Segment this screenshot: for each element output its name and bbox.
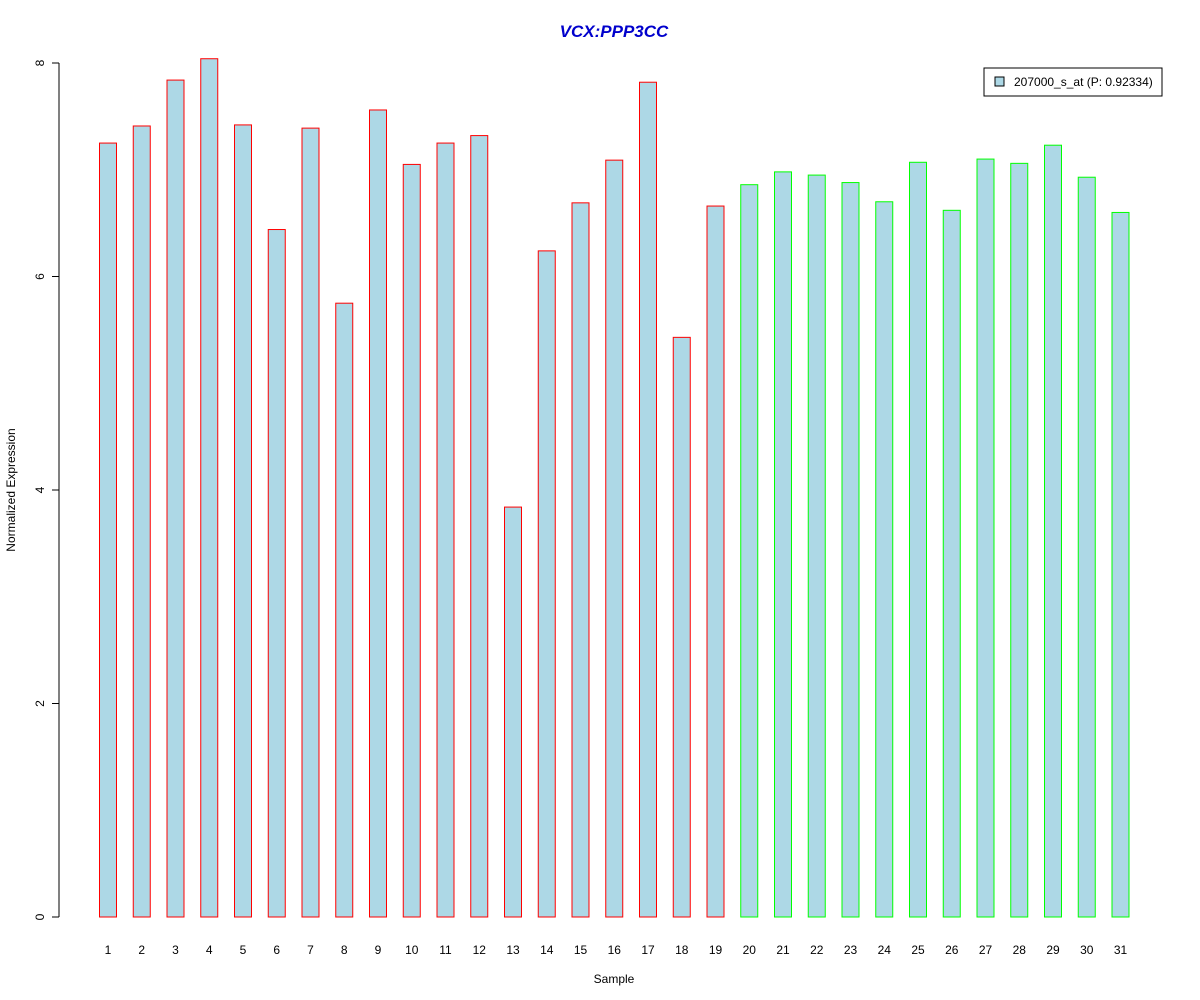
bar-sample-13 xyxy=(504,506,522,918)
x-tick-label: 12 xyxy=(473,943,487,957)
x-tick-label: 7 xyxy=(307,943,314,957)
y-tick-label: 6 xyxy=(33,273,47,280)
x-tick-label: 10 xyxy=(405,943,419,957)
x-tick-label: 29 xyxy=(1046,943,1060,957)
bar-sample-9 xyxy=(369,109,387,918)
bar-sample-10 xyxy=(402,163,421,918)
x-tick-label: 21 xyxy=(776,943,790,957)
bar-sample-1 xyxy=(99,142,117,918)
bar-sample-19 xyxy=(706,205,725,918)
x-axis-labels: 1 2 3 4 5 6 7 8 9 10 11 12 13 14 15 16 17 18 19 20 21 22 23 24 2… xyxy=(105,943,1128,957)
x-tick-label: 5 xyxy=(240,943,247,957)
bar-sample-2 xyxy=(132,125,151,918)
x-axis-title: Sample xyxy=(594,972,635,986)
x-tick-label: 23 xyxy=(844,943,858,957)
bars-group xyxy=(99,58,1130,918)
bar-sample-5 xyxy=(234,124,252,918)
bar-sample-25 xyxy=(909,161,927,918)
x-tick-label: 14 xyxy=(540,943,554,957)
x-tick-label: 3 xyxy=(172,943,179,957)
bar-sample-23 xyxy=(841,182,860,918)
y-axis: 0 2 4 6 8 xyxy=(33,59,60,920)
x-tick-label: 17 xyxy=(641,943,655,957)
bar-sample-26 xyxy=(942,209,961,918)
bar-sample-6 xyxy=(267,229,286,918)
bar-sample-29 xyxy=(1044,144,1062,918)
bar-sample-31 xyxy=(1111,211,1130,918)
bar-sample-12 xyxy=(470,135,489,918)
bar-sample-15 xyxy=(571,202,590,918)
x-tick-label: 4 xyxy=(206,943,213,957)
x-tick-label: 18 xyxy=(675,943,689,957)
x-tick-label: 15 xyxy=(574,943,588,957)
bar-sample-28 xyxy=(1010,162,1029,918)
x-tick-label: 25 xyxy=(911,943,925,957)
x-tick-label: 6 xyxy=(273,943,280,957)
bar-sample-18 xyxy=(672,336,691,918)
x-tick-label: 22 xyxy=(810,943,824,957)
x-tick-label: 30 xyxy=(1080,943,1094,957)
legend-swatch xyxy=(994,76,1005,87)
bar-sample-24 xyxy=(875,201,894,918)
bar-sample-3 xyxy=(166,79,185,918)
y-tick-label: 4 xyxy=(33,486,47,493)
x-tick-label: 1 xyxy=(105,943,112,957)
bar-sample-7 xyxy=(301,127,320,918)
bar-sample-27 xyxy=(976,158,995,918)
y-axis-title: Normalized Expression xyxy=(4,428,18,551)
chart-title: VCX:PPP3CC xyxy=(560,22,669,41)
x-tick-label: 9 xyxy=(375,943,382,957)
x-tick-label: 8 xyxy=(341,943,348,957)
bar-sample-17 xyxy=(639,81,657,918)
bar-sample-21 xyxy=(774,171,792,918)
x-tick-label: 24 xyxy=(878,943,892,957)
x-tick-label: 20 xyxy=(743,943,757,957)
bar-sample-11 xyxy=(436,142,455,918)
x-tick-label: 19 xyxy=(709,943,723,957)
x-tick-label: 2 xyxy=(138,943,145,957)
bar-sample-20 xyxy=(740,184,759,918)
x-tick-label: 11 xyxy=(439,943,452,957)
bar-sample-8 xyxy=(335,302,354,918)
x-tick-label: 31 xyxy=(1114,943,1128,957)
bar-sample-4 xyxy=(200,58,219,918)
bar-sample-22 xyxy=(807,174,826,918)
bar-sample-30 xyxy=(1077,176,1096,918)
legend-entry: 207000_s_at (P: 0.92334) xyxy=(1014,75,1153,89)
bar-sample-14 xyxy=(537,250,556,918)
legend-box xyxy=(983,67,1163,97)
x-tick-label: 27 xyxy=(979,943,993,957)
x-tick-label: 28 xyxy=(1013,943,1027,957)
x-tick-label: 16 xyxy=(608,943,622,957)
x-tick-label: 26 xyxy=(945,943,959,957)
bar-sample-16 xyxy=(605,159,624,918)
legend: 207000_s_at (P: 0.92334) xyxy=(983,67,1163,97)
y-tick-label: 8 xyxy=(33,59,47,66)
y-tick-label: 2 xyxy=(33,700,47,707)
x-tick-label: 13 xyxy=(506,943,520,957)
y-tick-label: 0 xyxy=(33,913,47,920)
